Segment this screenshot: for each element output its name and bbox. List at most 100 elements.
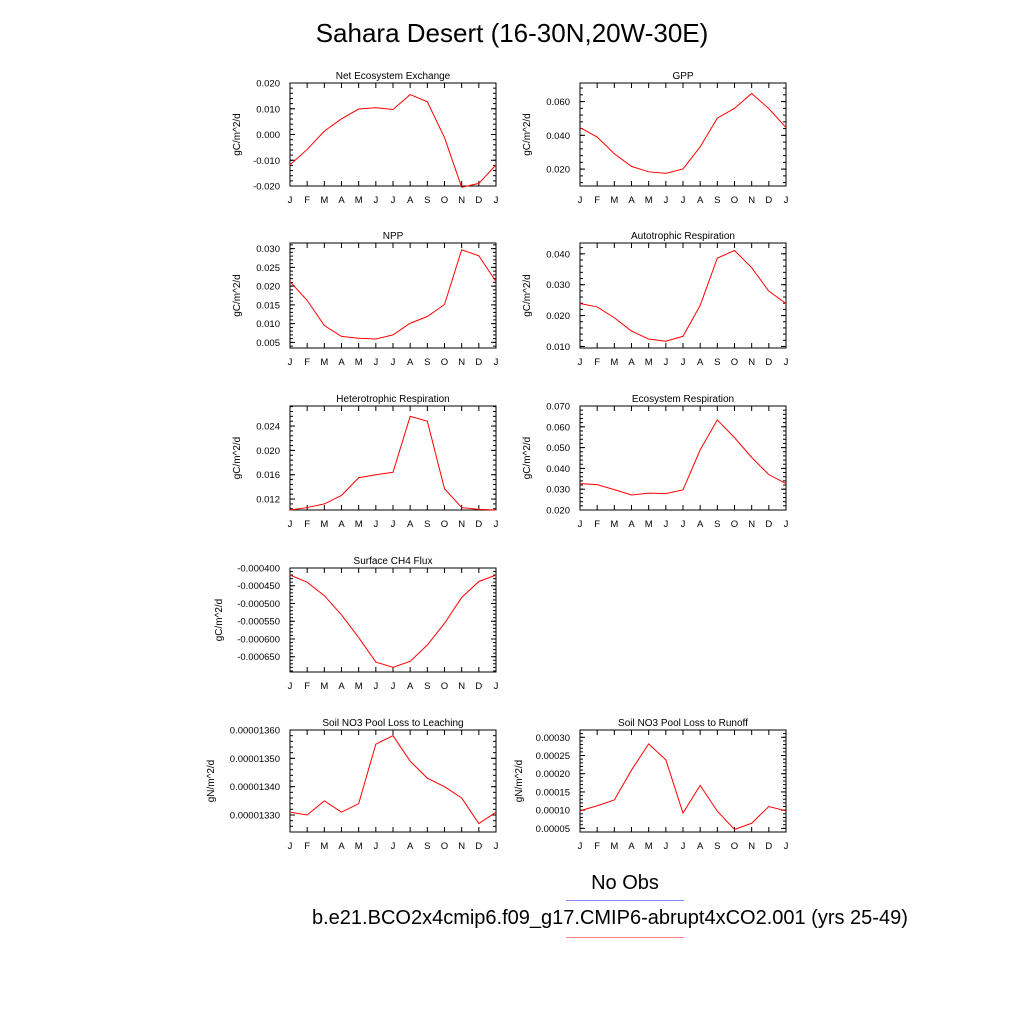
chart-title: Soil NO3 Pool Loss to Leaching (322, 718, 463, 729)
x-tick-label: A (628, 841, 635, 852)
y-axis-label: gC/m^2/d (232, 437, 243, 480)
x-tick-label: M (355, 681, 363, 692)
x-tick-label: S (714, 841, 720, 852)
y-tick-label: 0.020 (546, 165, 570, 176)
x-tick-label: N (748, 195, 755, 206)
chart-title: GPP (672, 71, 693, 82)
y-axis-label: gC/m^2/d (522, 437, 533, 480)
x-tick-label: J (663, 519, 668, 530)
y-tick-label: 0.016 (256, 470, 280, 481)
x-tick-label: O (441, 195, 448, 206)
x-tick-label: F (594, 841, 600, 852)
x-tick-label: A (338, 519, 345, 530)
y-tick-label: 0.010 (546, 342, 570, 353)
x-tick-label: D (475, 357, 482, 368)
x-tick-label: M (645, 195, 653, 206)
x-tick-label: J (494, 681, 499, 692)
x-tick-label: J (494, 841, 499, 852)
x-tick-label: J (578, 841, 583, 852)
x-tick-label: N (458, 681, 465, 692)
x-tick-label: S (424, 357, 430, 368)
x-tick-label: S (424, 519, 430, 530)
x-tick-label: J (578, 195, 583, 206)
chart-title: Soil NO3 Pool Loss to Runoff (618, 718, 748, 729)
x-tick-label: M (645, 841, 653, 852)
chart-title: NPP (383, 231, 404, 242)
x-tick-label: J (373, 195, 378, 206)
x-tick-label: A (407, 519, 414, 530)
x-tick-label: J (784, 357, 789, 368)
x-tick-label: D (765, 519, 772, 530)
y-axis-label: gC/m^2/d (232, 274, 243, 317)
y-tick-label: 0.00001330 (230, 811, 280, 822)
series-line (579, 419, 787, 496)
x-tick-label: M (320, 357, 328, 368)
y-tick-label: 0.00005 (536, 824, 570, 835)
chart-title: Heterotrophic Respiration (336, 394, 449, 405)
y-tick-label: 0.00015 (536, 787, 570, 798)
y-tick-label: 0.00010 (536, 806, 570, 817)
plot-frame (579, 729, 787, 833)
x-tick-label: M (320, 841, 328, 852)
y-tick-label: 0.010 (256, 319, 280, 330)
x-tick-label: J (288, 841, 293, 852)
x-tick-label: J (288, 519, 293, 530)
x-tick-label: M (355, 357, 363, 368)
x-tick-label: A (628, 195, 635, 206)
x-tick-label: J (391, 681, 396, 692)
x-tick-label: M (320, 519, 328, 530)
x-tick-label: J (288, 195, 293, 206)
x-tick-label: F (594, 195, 600, 206)
x-tick-label: M (355, 195, 363, 206)
x-tick-label: S (714, 357, 720, 368)
x-tick-label: J (578, 357, 583, 368)
y-axis-label: gN/m^2/d (206, 760, 217, 803)
x-tick-label: O (441, 681, 448, 692)
plot-frame (579, 405, 787, 511)
x-tick-label: J (288, 681, 293, 692)
x-tick-label: A (338, 195, 345, 206)
x-tick-label: A (407, 681, 414, 692)
chart-title: Autotrophic Respiration (631, 231, 735, 242)
x-tick-label: M (320, 681, 328, 692)
x-tick-label: J (663, 841, 668, 852)
x-tick-label: N (458, 519, 465, 530)
x-tick-label: O (731, 841, 738, 852)
x-tick-label: J (681, 519, 686, 530)
x-tick-label: N (748, 841, 755, 852)
series-line (289, 415, 497, 511)
x-tick-label: S (424, 681, 430, 692)
chart-title: Surface CH4 Flux (354, 556, 433, 567)
plot-frame (289, 405, 497, 511)
y-tick-label: 0.000 (256, 130, 280, 141)
x-tick-label: N (458, 357, 465, 368)
x-tick-label: A (407, 195, 414, 206)
y-tick-label: -0.000650 (237, 652, 280, 663)
x-tick-label: A (407, 357, 414, 368)
y-tick-label: 0.012 (256, 495, 280, 506)
x-tick-label: O (441, 357, 448, 368)
x-tick-label: D (765, 357, 772, 368)
x-tick-label: A (628, 357, 635, 368)
x-tick-label: M (610, 841, 618, 852)
y-tick-label: 0.060 (546, 97, 570, 108)
series-line (289, 249, 497, 340)
y-tick-label: 0.005 (256, 338, 280, 349)
plot-frame (289, 242, 497, 349)
y-tick-label: 0.020 (546, 506, 570, 517)
y-tick-label: 0.024 (256, 422, 280, 433)
x-tick-label: F (304, 357, 310, 368)
y-axis-label: gC/m^2/d (522, 274, 533, 317)
y-tick-label: 0.00030 (536, 733, 570, 744)
x-tick-label: A (338, 681, 345, 692)
x-tick-label: A (338, 841, 345, 852)
x-tick-label: A (697, 841, 704, 852)
y-tick-label: 0.060 (546, 422, 570, 433)
y-tick-label: -0.000500 (237, 599, 280, 610)
x-tick-label: J (373, 357, 378, 368)
legend-case-label: b.e21.BCO2x4cmip6.f09_g17.CMIP6-abrupt4x… (312, 907, 908, 929)
x-tick-label: M (610, 357, 618, 368)
figure-title: Sahara Desert (16-30N,20W-30E) (315, 18, 709, 48)
